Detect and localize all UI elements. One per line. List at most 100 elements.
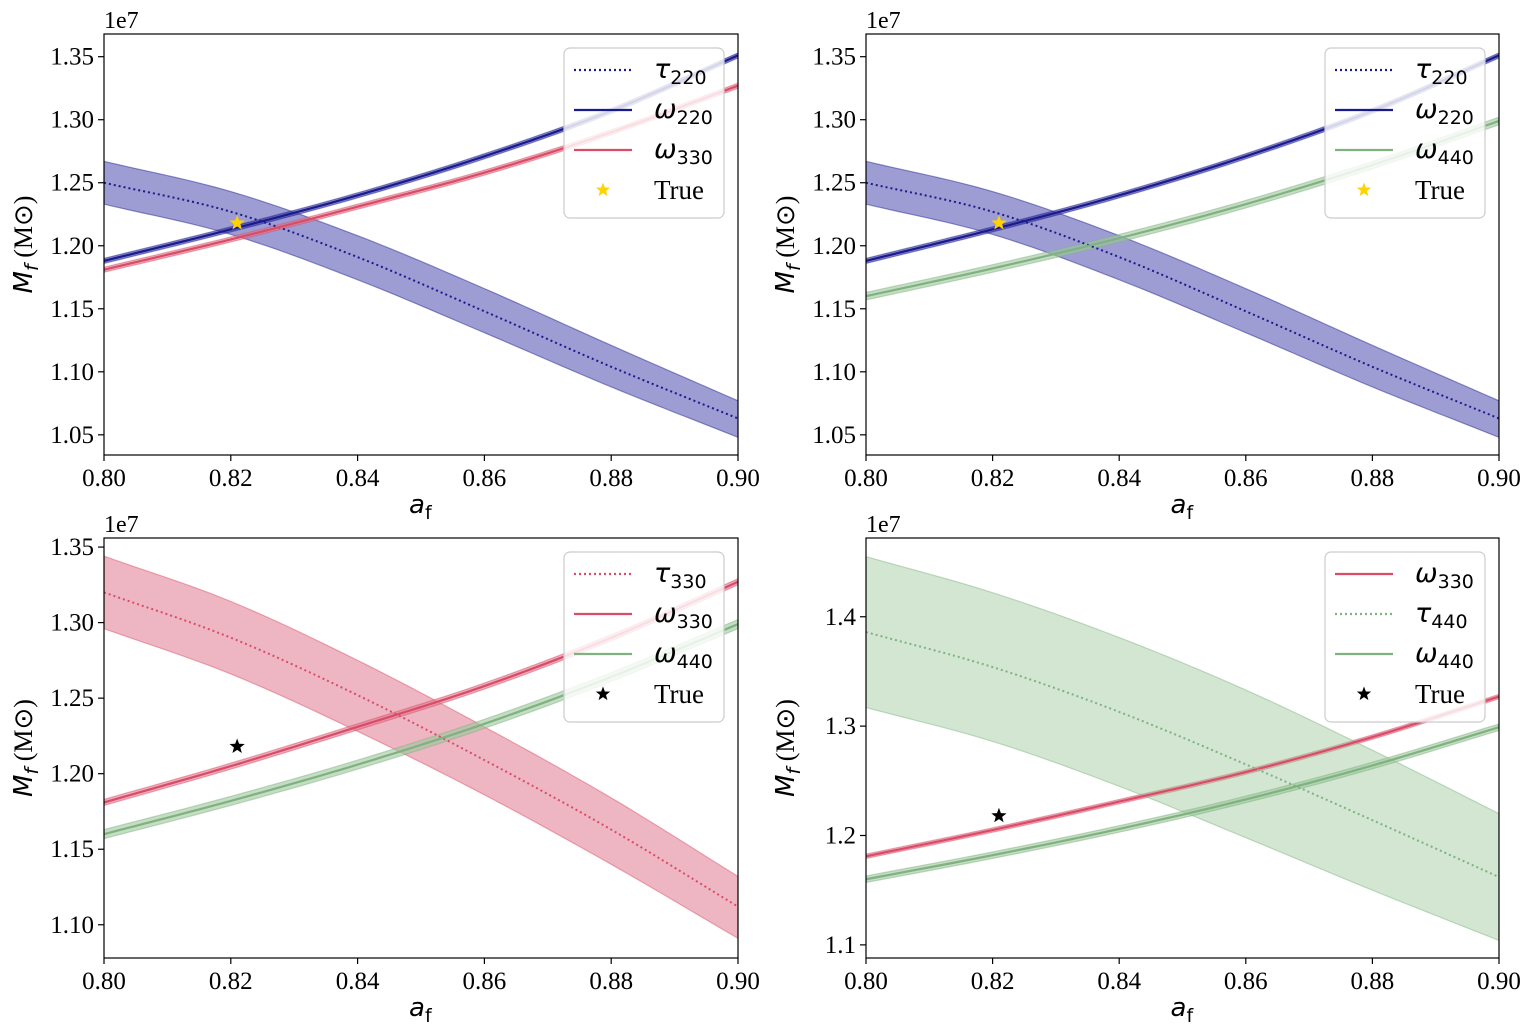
true-point-star xyxy=(229,215,245,230)
x-tick-label: 0.80 xyxy=(844,968,888,995)
y-offset-label: 1e7 xyxy=(866,512,901,538)
legend-label-tau-440: τ440 xyxy=(1415,598,1468,633)
legend-label-tau-220: τ220 xyxy=(1415,54,1468,89)
y-offset-label: 1e7 xyxy=(104,8,139,34)
legend: ω330 τ440 ω440 True xyxy=(1324,551,1486,723)
x-tick-label: 0.84 xyxy=(1097,968,1141,995)
y-tick-label: 1.20 xyxy=(812,233,856,260)
x-tick-label: 0.90 xyxy=(716,465,760,492)
true-point-star xyxy=(229,738,245,753)
legend-label-tau-220: τ220 xyxy=(654,54,707,89)
x-tick-label: 0.90 xyxy=(716,968,760,995)
legend-label-sub: 440 xyxy=(1438,147,1474,169)
legend-label-true: True xyxy=(654,175,704,205)
y-tick-label: 1.1 xyxy=(825,932,856,959)
legend-label-sub: 220 xyxy=(1431,67,1467,89)
legend-label-true: True xyxy=(1415,175,1465,205)
legend-label-omega-220: ω220 xyxy=(1415,94,1474,129)
y-offset-label: 1e7 xyxy=(104,512,139,538)
y-tick-label: 1.05 xyxy=(812,422,856,449)
panel-top-left: 0.80 0.82 0.84 0.86 0.88 0.90 1.05 1.10 1.15 1.20… xyxy=(9,8,760,524)
y-offset-label: 1e7 xyxy=(866,8,901,34)
legend-label-tau-330: τ330 xyxy=(654,558,707,593)
legend-label-omega-440: ω440 xyxy=(654,638,713,673)
true-point-star xyxy=(991,807,1007,823)
y-tick-label: 1.30 xyxy=(50,107,94,134)
legend-box xyxy=(563,47,725,219)
y-tick-label: 1.15 xyxy=(50,296,94,323)
y-axis-label: Mf (M⊙) xyxy=(9,196,43,294)
legend-true-star xyxy=(1356,686,1372,701)
x-tick-label: 0.86 xyxy=(463,465,507,492)
y-tick-label: 1.35 xyxy=(812,44,856,71)
x-tick-label: 0.82 xyxy=(209,968,253,995)
y-tick-label: 1.15 xyxy=(812,296,856,323)
x-axis-label: af xyxy=(1171,490,1195,524)
y-tick-label: 1.3 xyxy=(825,713,856,740)
y-tick-label: 1.20 xyxy=(50,233,94,260)
y-axis-label-group: Mf (M⊙) xyxy=(9,699,43,797)
legend-label-omega-220: ω220 xyxy=(654,94,713,129)
line-omega-440 xyxy=(866,726,1499,881)
legend-true-star xyxy=(1356,182,1372,197)
legend-label-true: True xyxy=(654,679,704,709)
x-tick-label: 0.88 xyxy=(1351,968,1395,995)
x-axis-label-sub: f xyxy=(425,1005,433,1027)
y-tick-label: 1.05 xyxy=(50,422,94,449)
y-tick-label: 1.30 xyxy=(812,107,856,134)
x-tick-label: 0.84 xyxy=(1097,465,1141,492)
legend-label-true: True xyxy=(1415,679,1465,709)
x-axis-label: af xyxy=(409,490,433,524)
axes-frame xyxy=(103,537,739,959)
legend: τ330 ω330 ω440 True xyxy=(563,551,725,723)
legend-label-sub: 440 xyxy=(677,651,713,673)
plot-area xyxy=(866,555,1499,942)
legend-label-sub: 220 xyxy=(677,107,713,129)
legend-label-sub: 330 xyxy=(677,611,713,633)
band-tau-220 xyxy=(866,160,1499,438)
legend-true-star xyxy=(595,182,611,197)
band-tau-440 xyxy=(866,555,1499,942)
y-axis-label: Mf (M⊙) xyxy=(9,699,43,797)
legend-label-omega-330: ω330 xyxy=(654,598,713,633)
y-tick-label: 1.15 xyxy=(50,836,94,863)
panel-bottom-right: 0.80 0.82 0.84 0.86 0.88 0.90 1.1 1.2 1.3 1.4 1e7 a… xyxy=(771,512,1521,1027)
legend-box xyxy=(563,551,725,723)
legend-label-sub: 220 xyxy=(670,67,706,89)
y-tick-label: 1.30 xyxy=(50,610,94,637)
x-tick-label: 0.80 xyxy=(844,465,888,492)
x-tick-label: 0.86 xyxy=(463,968,507,995)
x-tick-label: 0.86 xyxy=(1224,465,1268,492)
axes-frame xyxy=(103,33,739,456)
x-tick-label: 0.86 xyxy=(1224,968,1268,995)
x-tick-label: 0.82 xyxy=(209,465,253,492)
band-omega-330 xyxy=(104,82,738,273)
legend-label-sub: 330 xyxy=(670,571,706,593)
y-axis-label-group: Mf (M⊙) xyxy=(9,196,43,294)
legend-label-sub: 330 xyxy=(677,147,713,169)
y-axis-label-group: Mf (M⊙) xyxy=(771,196,805,294)
legend-label-omega-440: ω440 xyxy=(1415,134,1474,169)
legend-box xyxy=(1324,47,1486,219)
x-axis-label: af xyxy=(409,993,433,1027)
x-axis-label-sub: f xyxy=(1186,1005,1194,1027)
legend-label-sub: 220 xyxy=(1438,107,1474,129)
legend-label-omega-330: ω330 xyxy=(1415,558,1474,593)
band-omega-330 xyxy=(866,693,1499,860)
x-axis-label: af xyxy=(1171,993,1195,1027)
x-tick-label: 0.90 xyxy=(1477,465,1521,492)
band-omega-220 xyxy=(104,52,738,265)
legend-label-sub: 330 xyxy=(1438,571,1474,593)
y-tick-label: 1.4 xyxy=(825,604,857,631)
y-tick-label: 1.2 xyxy=(825,823,856,850)
y-axis-label: Mf (M⊙) xyxy=(771,196,805,294)
x-tick-label: 0.84 xyxy=(336,465,380,492)
line-omega-330 xyxy=(866,695,1499,858)
legend-label-omega-440: ω440 xyxy=(1415,638,1474,673)
y-tick-label: 1.20 xyxy=(50,761,94,788)
legend-box xyxy=(1324,551,1486,723)
axes-frame xyxy=(865,33,1500,456)
x-axis-label-sub: f xyxy=(425,502,433,524)
y-tick-label: 1.10 xyxy=(50,912,94,939)
legend-true-star xyxy=(595,686,611,701)
